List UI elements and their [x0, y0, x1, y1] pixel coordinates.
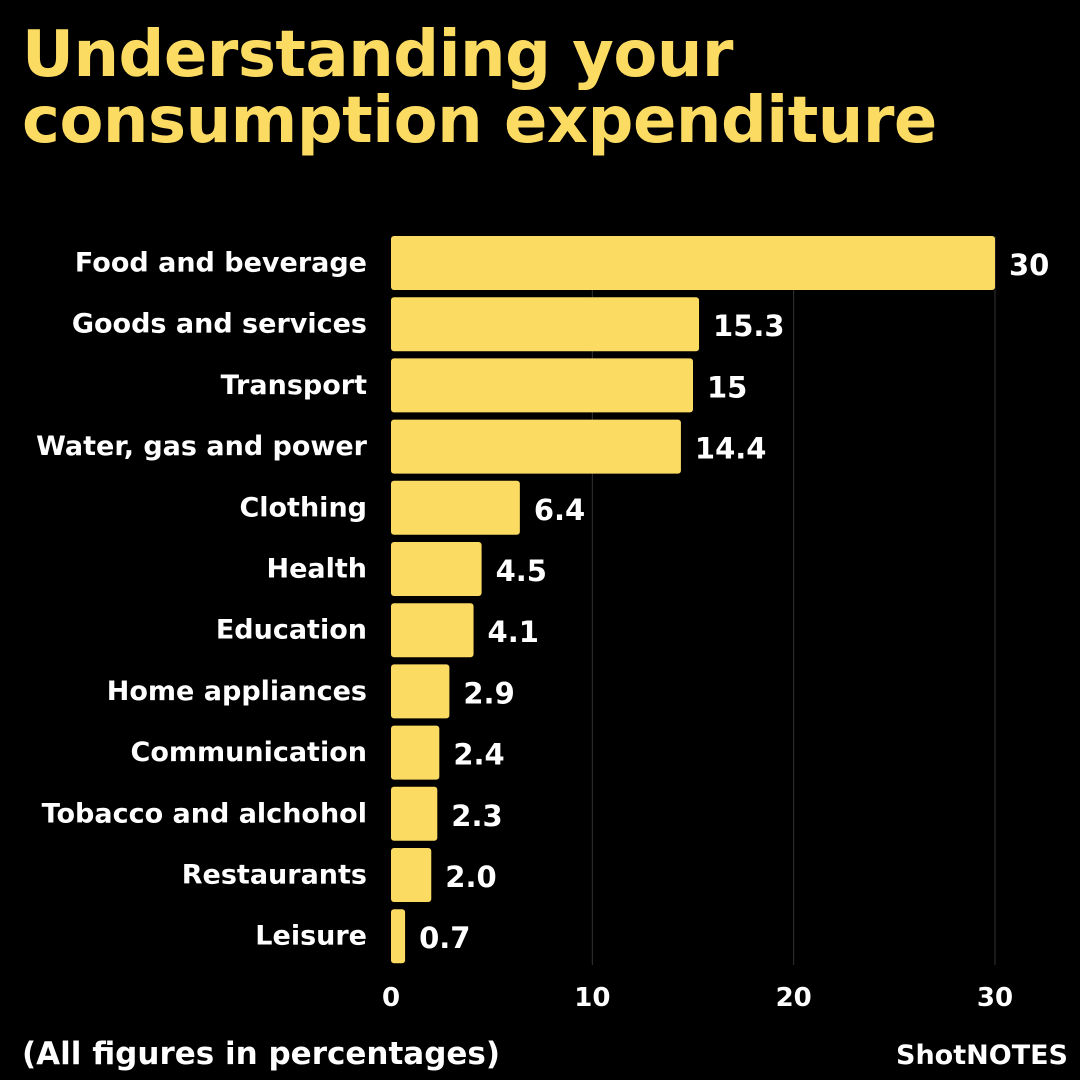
value-label: 2.0 [445, 860, 496, 894]
bar [391, 236, 995, 290]
category-label: Clothing [239, 492, 367, 523]
bar [391, 419, 681, 474]
category-label: Health [266, 554, 367, 585]
x-tick-label: 20 [776, 983, 812, 1013]
bar [391, 603, 474, 658]
brand-logo-text: ShotNOTES [896, 1040, 1068, 1071]
title-line-2: consumption expenditure [22, 84, 937, 158]
value-label: 2.3 [451, 799, 502, 833]
bar [391, 725, 440, 780]
bar [391, 848, 432, 902]
category-label: Restaurants [182, 860, 367, 891]
value-label: 0.7 [419, 921, 470, 955]
bar [391, 480, 520, 535]
value-label: 30 [1009, 248, 1049, 282]
category-label: Education [216, 615, 367, 646]
title-line-1: Understanding your [22, 18, 733, 92]
value-label: 4.1 [488, 615, 539, 649]
bar [391, 786, 438, 841]
category-label: Leisure [255, 921, 367, 952]
value-label: 4.5 [496, 554, 547, 588]
bar [391, 664, 450, 719]
category-label: Goods and services [72, 309, 367, 340]
bar [391, 542, 482, 596]
value-label: 14.4 [695, 432, 767, 466]
x-tick-label: 10 [574, 983, 610, 1013]
category-label: Transport [221, 370, 367, 401]
value-label: 15 [707, 370, 747, 404]
value-label: 2.4 [453, 738, 504, 772]
category-label: Water, gas and power [36, 431, 368, 462]
category-label: Tobacco and alchohol [42, 798, 367, 829]
category-label: Communication [131, 737, 368, 768]
value-label: 2.9 [463, 676, 514, 710]
bar [391, 358, 693, 413]
category-label: Home appliances [107, 676, 367, 707]
bar [391, 909, 406, 964]
units-footnote: (All figures in percentages) [22, 1036, 501, 1072]
x-tick-label: 30 [977, 983, 1013, 1013]
x-tick-label: 0 [382, 983, 400, 1013]
value-label: 6.4 [534, 493, 585, 527]
bar [391, 297, 700, 352]
chart-title: Understanding your consumption expenditu… [22, 22, 1062, 154]
value-label: 15.3 [713, 309, 785, 343]
category-label: Food and beverage [75, 248, 367, 279]
